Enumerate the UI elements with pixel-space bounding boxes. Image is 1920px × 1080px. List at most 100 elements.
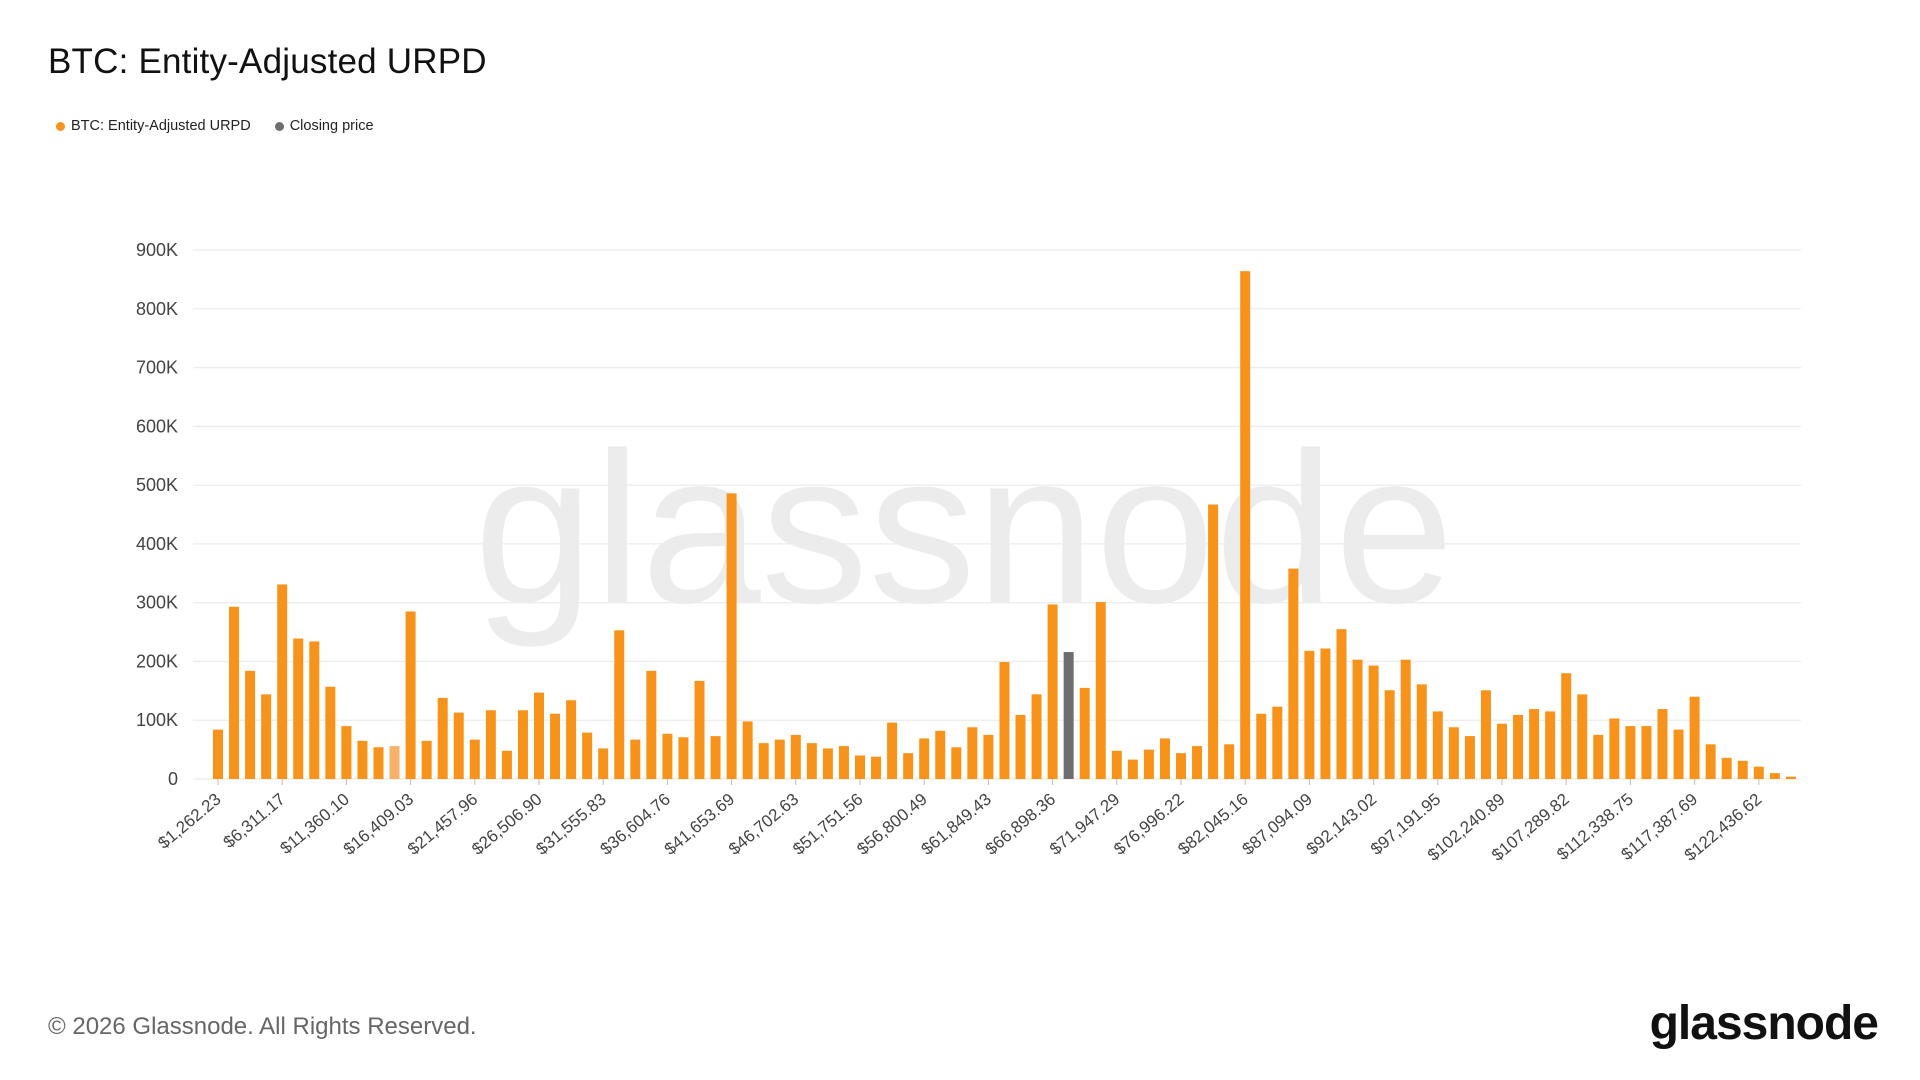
urpd-bar[interactable] — [1288, 568, 1299, 779]
urpd-bar[interactable] — [421, 740, 432, 779]
urpd-bar[interactable] — [550, 713, 561, 779]
urpd-bar[interactable] — [1111, 750, 1122, 779]
urpd-bar[interactable] — [1416, 684, 1427, 779]
urpd-bar[interactable] — [261, 694, 272, 779]
urpd-bar[interactable] — [774, 739, 785, 779]
urpd-bar[interactable] — [1641, 726, 1652, 779]
urpd-bar[interactable] — [887, 722, 898, 779]
urpd-bar[interactable] — [903, 753, 914, 779]
urpd-bar[interactable] — [983, 734, 994, 779]
urpd-bar[interactable] — [517, 710, 528, 779]
urpd-bar[interactable] — [822, 748, 833, 779]
urpd-bar[interactable] — [357, 740, 368, 779]
urpd-bar[interactable] — [1320, 648, 1331, 779]
urpd-bar[interactable] — [1464, 736, 1475, 779]
urpd-bar[interactable] — [678, 737, 689, 779]
urpd-bar[interactable] — [389, 746, 400, 779]
urpd-bar[interactable] — [838, 746, 849, 779]
urpd-bar[interactable] — [710, 736, 721, 779]
legend-item-urpd[interactable]: BTC: Entity-Adjusted URPD — [56, 118, 251, 134]
urpd-bar[interactable] — [1176, 753, 1186, 779]
urpd-bar[interactable] — [1240, 271, 1251, 779]
legend-item-closing-price[interactable]: Closing price — [274, 118, 374, 134]
urpd-bar[interactable] — [1400, 659, 1411, 779]
urpd-bar[interactable] — [277, 584, 288, 779]
urpd-bar[interactable] — [855, 755, 865, 779]
urpd-bar[interactable] — [1705, 744, 1716, 779]
urpd-bar[interactable] — [1095, 602, 1106, 779]
urpd-bar[interactable] — [485, 710, 496, 779]
urpd-bar[interactable] — [1769, 773, 1780, 779]
urpd-bar[interactable] — [919, 738, 930, 779]
urpd-bar[interactable] — [630, 739, 641, 779]
urpd-bar[interactable] — [534, 692, 544, 779]
urpd-bar[interactable] — [806, 743, 817, 779]
urpd-bar[interactable] — [1753, 766, 1764, 779]
urpd-bar[interactable] — [1368, 665, 1379, 779]
urpd-bar[interactable] — [1545, 711, 1556, 779]
urpd-bar[interactable] — [951, 747, 962, 779]
urpd-bar[interactable] — [967, 727, 978, 779]
urpd-bar[interactable] — [1673, 729, 1684, 779]
urpd-bar[interactable] — [1336, 629, 1347, 779]
urpd-bar[interactable] — [293, 638, 304, 779]
urpd-bar[interactable] — [245, 670, 256, 779]
urpd-bar[interactable] — [1432, 711, 1443, 779]
urpd-bar[interactable] — [501, 750, 512, 779]
urpd-bar[interactable] — [1480, 690, 1491, 779]
urpd-bar[interactable] — [1448, 727, 1459, 779]
urpd-bar[interactable] — [1513, 714, 1524, 779]
urpd-bar[interactable] — [871, 756, 882, 779]
urpd-bar[interactable] — [229, 606, 240, 779]
urpd-bar[interactable] — [582, 732, 593, 779]
urpd-bar[interactable] — [1737, 760, 1748, 779]
urpd-bar[interactable] — [1256, 713, 1267, 779]
urpd-bar[interactable] — [1015, 714, 1026, 779]
urpd-bar[interactable] — [662, 733, 673, 779]
urpd-bar[interactable] — [405, 611, 416, 779]
urpd-bar[interactable] — [1352, 659, 1363, 779]
urpd-bar[interactable] — [1272, 706, 1283, 779]
urpd-bar[interactable] — [566, 700, 577, 779]
urpd-bar[interactable] — [1031, 694, 1042, 779]
urpd-bar[interactable] — [469, 739, 480, 779]
urpd-bar[interactable] — [646, 670, 657, 779]
urpd-bar[interactable] — [373, 747, 384, 779]
urpd-bar[interactable] — [1785, 776, 1796, 779]
urpd-bar[interactable] — [1047, 604, 1058, 779]
urpd-bar[interactable] — [1127, 759, 1138, 779]
urpd-bar[interactable] — [1208, 504, 1219, 779]
urpd-bar[interactable] — [1561, 673, 1572, 779]
urpd-bar[interactable] — [598, 748, 609, 779]
urpd-bar[interactable] — [1384, 690, 1395, 779]
urpd-bar[interactable] — [1159, 738, 1170, 779]
urpd-bar[interactable] — [1721, 757, 1732, 779]
urpd-bar[interactable] — [1224, 744, 1235, 779]
urpd-bar[interactable] — [1497, 723, 1507, 779]
urpd-bar[interactable] — [694, 680, 705, 779]
urpd-bar[interactable] — [935, 730, 946, 779]
urpd-bar[interactable] — [999, 662, 1010, 779]
closing-price-bar[interactable] — [1063, 652, 1074, 779]
urpd-bar[interactable] — [341, 726, 352, 779]
urpd-bar[interactable] — [726, 493, 737, 779]
urpd-bar[interactable] — [1657, 709, 1668, 779]
urpd-bar[interactable] — [1577, 694, 1588, 779]
urpd-bar[interactable] — [437, 697, 448, 779]
urpd-bar[interactable] — [1609, 718, 1620, 779]
urpd-bar[interactable] — [1143, 749, 1154, 779]
urpd-bar[interactable] — [1625, 726, 1636, 779]
urpd-bar[interactable] — [1593, 734, 1604, 779]
urpd-bar[interactable] — [1689, 696, 1700, 779]
urpd-bar[interactable] — [325, 686, 336, 779]
urpd-bar[interactable] — [309, 641, 320, 779]
urpd-bar[interactable] — [790, 734, 801, 779]
urpd-bar[interactable] — [742, 721, 753, 779]
urpd-bar[interactable] — [1079, 687, 1090, 779]
urpd-bar[interactable] — [614, 630, 625, 779]
urpd-bar[interactable] — [1529, 709, 1540, 779]
urpd-bar[interactable] — [213, 729, 223, 779]
urpd-bar[interactable] — [453, 712, 464, 779]
urpd-bar[interactable] — [758, 743, 769, 779]
urpd-bar[interactable] — [1192, 746, 1203, 779]
